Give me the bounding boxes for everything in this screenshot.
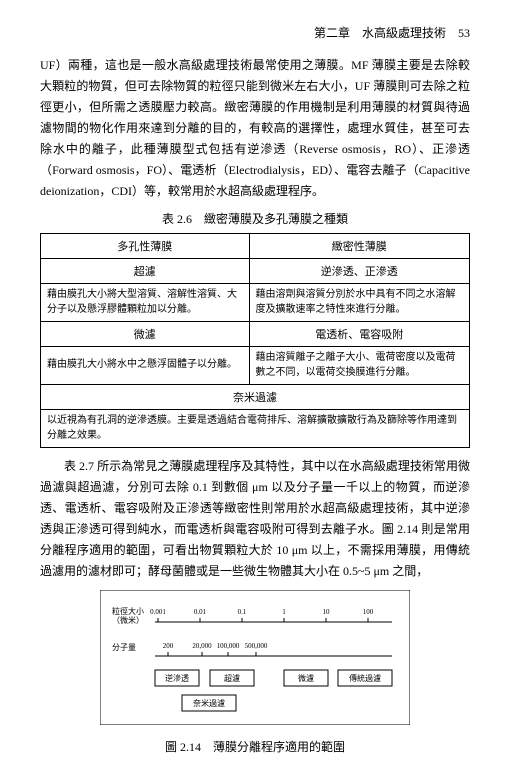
svg-text:200: 200 (163, 642, 174, 650)
cell-ed-desc: 藉由溶質離子之離子大小、電荷密度以及電荷數之不同，以電荷交換膜進行分離。 (249, 347, 469, 385)
cell-nf: 奈米過濾 (41, 385, 470, 410)
svg-text:0.001: 0.001 (150, 608, 166, 616)
scale-top: 0.001 0.01 0.1 1 10 100 (150, 608, 392, 622)
paragraph-2: 表 2.7 所示為常見之薄膜處理程序及其特性，其中以在水高級處理技術常用微過濾與… (40, 456, 470, 582)
svg-text:100,000: 100,000 (217, 642, 240, 650)
th-porous: 多孔性薄膜 (41, 234, 250, 259)
cell-ro-desc: 藉由溶劑與溶質分別於水中具有不同之水溶解度及擴散速率之特性來進行分離。 (249, 284, 469, 322)
svg-text:0.01: 0.01 (194, 608, 207, 616)
cell-mf-desc: 藉由膜孔大小將水中之懸浮固體子以分離。 (41, 347, 250, 385)
box-nf: 奈米過濾 (193, 698, 225, 708)
box-ro: 逆滲透 (165, 673, 189, 683)
box-conv: 傳統過濾 (349, 673, 381, 683)
membrane-type-table: 多孔性薄膜 緻密性薄膜 超濾 逆滲透、正滲透 藉由膜孔大小將大型溶質、溶解性溶質… (40, 233, 470, 448)
scale-mid: 200 20,000 100,000 500,000 (155, 642, 392, 656)
svg-text:500,000: 500,000 (245, 642, 268, 650)
page-header: 第二章 水高級處理技術 53 (40, 24, 470, 41)
cell-uf-desc: 藉由膜孔大小將大型溶質、溶解性溶質、大分子以及懸浮膠體顆粒加以分離。 (41, 284, 250, 322)
label-mw: 分子量 (112, 643, 136, 652)
svg-text:100: 100 (363, 608, 374, 616)
cell-nf-desc: 以近視為有孔洞的逆滲透膜。主要是透過結合電荷排斥、溶解擴散擴散行為及篩除等作用達… (41, 410, 470, 448)
box-uf: 超濾 (224, 673, 240, 683)
table-caption: 表 2.6 緻密薄膜及多孔薄膜之種類 (40, 210, 470, 227)
box-mf: 微濾 (298, 673, 314, 683)
separation-range-diagram: 粒徑大小（微米） 分子量 0.001 0.01 0.1 1 10 100 200 20,00… (100, 590, 410, 730)
paragraph-1: UF）兩種，這也是一般水高級處理技術最常使用之薄膜。MF 薄膜主要是去除較大顆粒… (40, 55, 470, 202)
svg-text:0.1: 0.1 (238, 608, 247, 616)
th-dense: 緻密性薄膜 (249, 234, 469, 259)
svg-text:20,000: 20,000 (192, 642, 212, 650)
cell-mf: 微濾 (41, 322, 250, 347)
svg-text:10: 10 (323, 608, 331, 616)
cell-ro-fo: 逆滲透、正滲透 (249, 259, 469, 284)
cell-uf: 超濾 (41, 259, 250, 284)
svg-text:1: 1 (282, 608, 286, 616)
label-particle-size: 粒徑大小（微米） (112, 606, 144, 625)
figure-caption: 圖 2.14 薄膜分離程序適用的範圍 (40, 738, 470, 755)
cell-ed-cdi: 電透析、電容吸附 (249, 322, 469, 347)
